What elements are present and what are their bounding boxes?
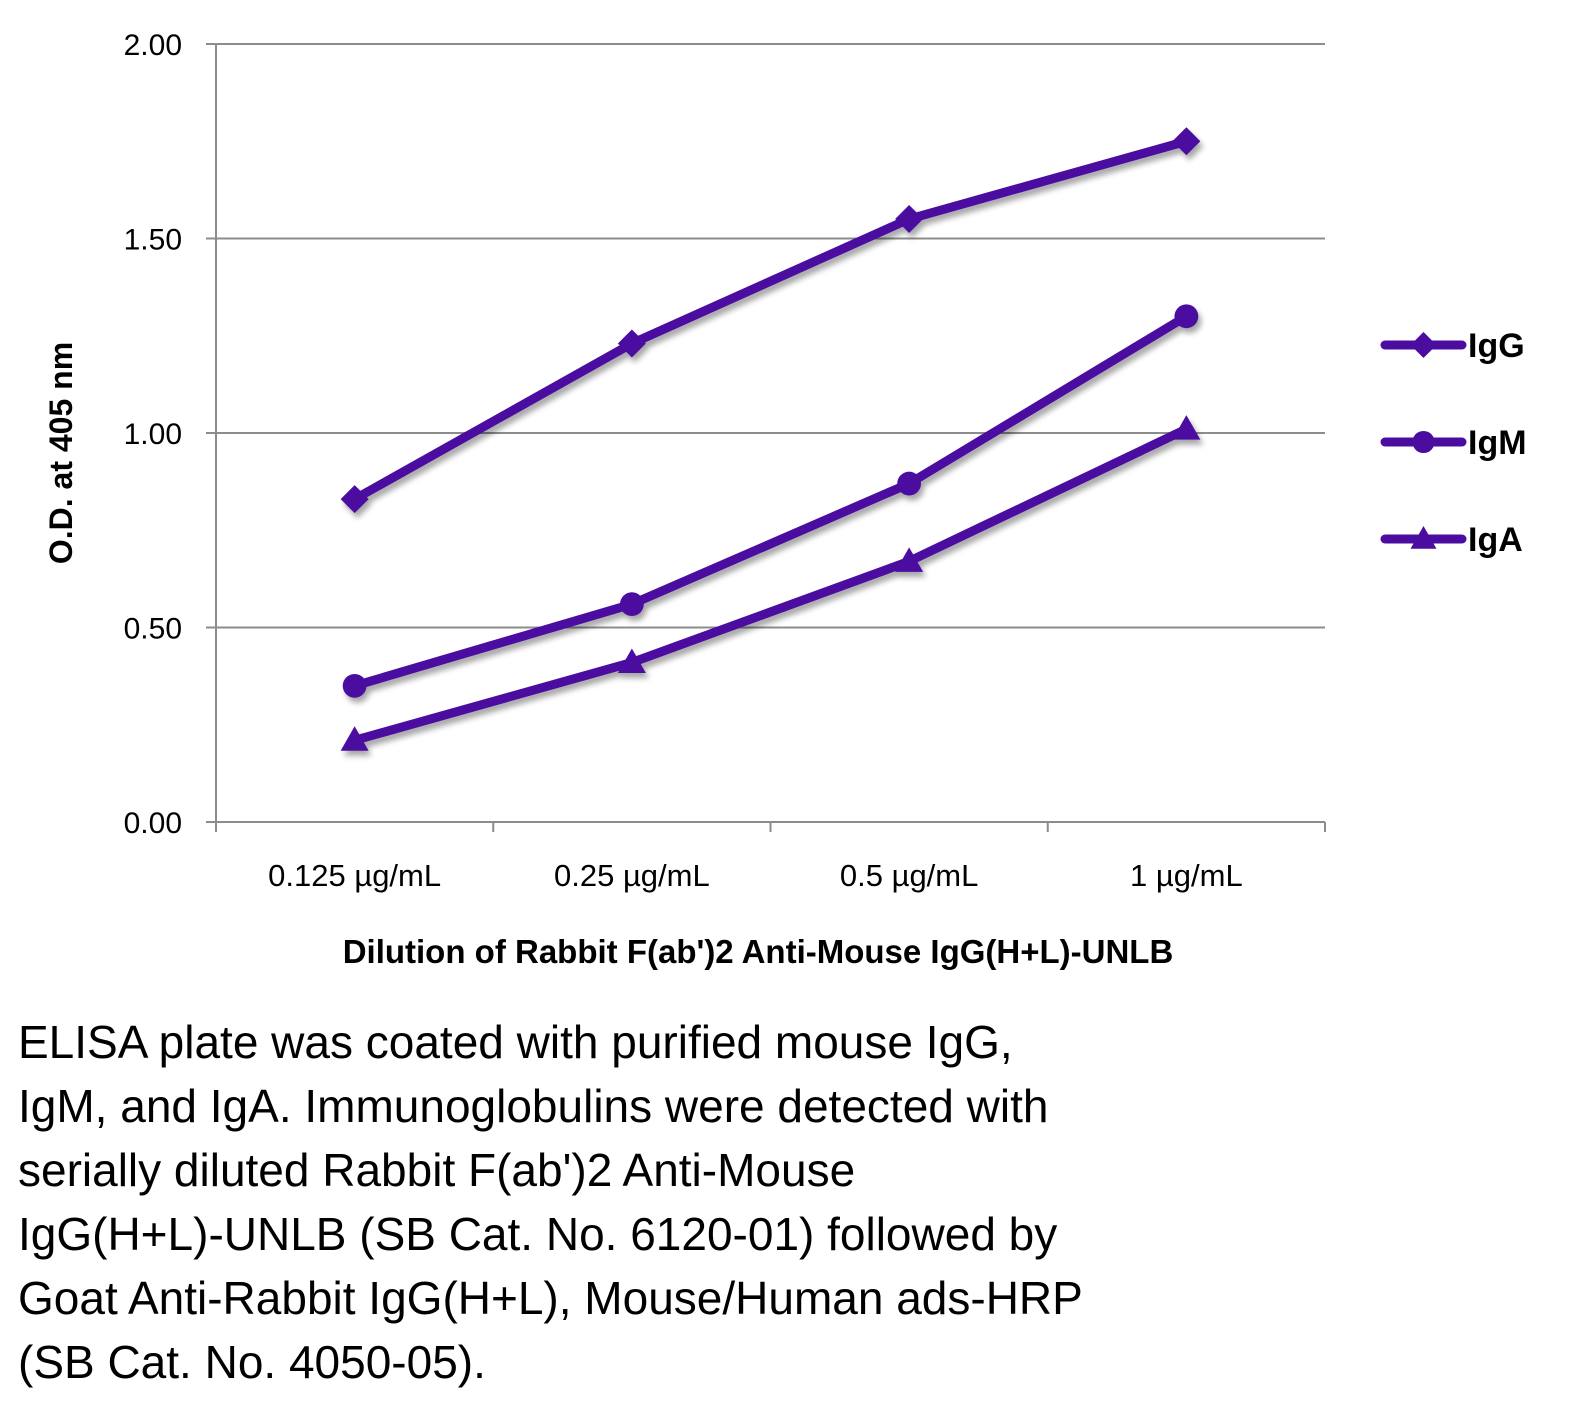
- y-tick-label: 0.50: [124, 613, 182, 646]
- data-point-igg: [895, 205, 924, 234]
- series-line-iga: [350, 424, 1191, 745]
- series-line-igm: [350, 311, 1191, 691]
- figure-caption: ELISA plate was coated with purified mou…: [18, 1010, 1558, 1394]
- caption-line: Goat Anti-Rabbit IgG(H+L), Mouse/Human a…: [18, 1272, 1083, 1324]
- x-tick-label: 0.125 µg/mL: [268, 858, 441, 893]
- data-point-iga: [895, 547, 924, 572]
- legend-label-igg: IgG: [1468, 327, 1525, 365]
- series-line-igg: [350, 136, 1191, 504]
- legend: IgG IgM IgA: [1380, 327, 1527, 559]
- y-tick-label: 1.00: [124, 418, 182, 451]
- x-axis-label: Dilution of Rabbit F(ab')2 Anti-Mouse Ig…: [343, 933, 1174, 970]
- axes: [206, 43, 1326, 832]
- data-point-igm: [897, 471, 922, 496]
- data-point-igm: [342, 673, 367, 698]
- data-point-igg: [340, 485, 369, 514]
- legend-marker-igg: [1410, 332, 1437, 358]
- legend-marker-iga: [1410, 526, 1437, 549]
- y-axis-label: O.D. at 405 nm: [43, 342, 79, 564]
- x-tick-label: 1 µg/mL: [1130, 858, 1243, 893]
- data-point-iga: [617, 648, 646, 674]
- y-tick-labels: 0.00 0.50 1.00 1.50 2.00: [124, 29, 182, 840]
- y-tick-label: 0.00: [124, 807, 182, 840]
- legend-marker-igm: [1412, 430, 1435, 454]
- data-point-igm: [1174, 304, 1199, 329]
- gridlines: [216, 43, 1325, 629]
- x-tick-labels: 0.125 µg/mL 0.25 µg/mL 0.5 µg/mL 1 µg/mL: [268, 858, 1243, 893]
- x-tick-label: 0.25 µg/mL: [554, 858, 710, 893]
- data-point-iga: [1172, 415, 1201, 440]
- data-point-igm: [619, 592, 644, 617]
- x-tick-label: 0.5 µg/mL: [840, 858, 979, 893]
- caption-line: serially diluted Rabbit F(ab')2 Anti-Mou…: [18, 1144, 856, 1196]
- data-point-iga: [340, 726, 369, 751]
- elisa-line-chart: 0.00 0.50 1.00 1.50 2.00 0.125 µg/mL 0.25 µg/…: [43, 29, 1527, 970]
- data-point-igg: [1172, 127, 1201, 156]
- data-series: [340, 127, 1201, 751]
- caption-line: ELISA plate was coated with purified mou…: [18, 1016, 1013, 1068]
- caption-line: IgG(H+L)-UNLB (SB Cat. No. 6120-01) foll…: [18, 1208, 1058, 1260]
- caption-line: IgM, and IgA. Immunoglobulins were detec…: [18, 1080, 1049, 1132]
- legend-label-iga: IgA: [1468, 521, 1523, 559]
- caption-line: (SB Cat. No. 4050-05).: [18, 1336, 486, 1388]
- y-tick-label: 2.00: [124, 29, 182, 62]
- data-point-igg: [617, 329, 646, 358]
- legend-label-igm: IgM: [1468, 424, 1527, 462]
- y-tick-label: 1.50: [124, 224, 182, 257]
